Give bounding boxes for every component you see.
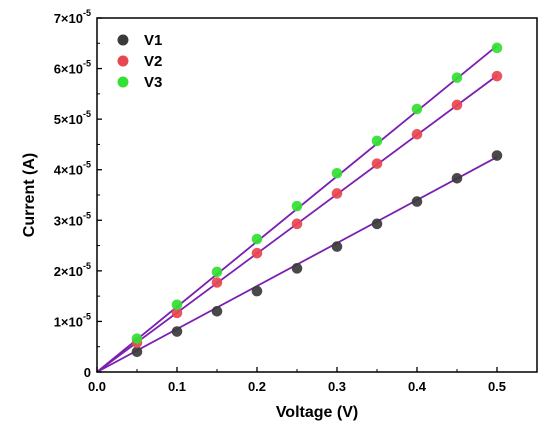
data-point-v2 [291, 218, 303, 230]
x-tick-label: 0.0 [88, 379, 106, 394]
legend-label: V3 [144, 74, 162, 91]
x-tick-label: 0.4 [408, 379, 427, 394]
data-point-v3 [211, 266, 223, 278]
data-point-v1 [131, 346, 143, 358]
y-tick-mantissa: 3×10 [54, 213, 83, 228]
data-point-v2 [451, 99, 463, 111]
data-point-v1 [411, 196, 423, 207]
y-tick-exponent: -5 [83, 210, 91, 220]
data-point-v2 [211, 277, 223, 288]
data-point-v1 [211, 306, 223, 317]
legend-label: V2 [144, 53, 162, 70]
legend-marker [117, 55, 129, 67]
y-tick-mantissa: 6×10 [54, 62, 83, 77]
y-tick-label: 3×10-5 [54, 210, 91, 228]
data-point-v3 [171, 299, 183, 311]
data-point-v2 [251, 247, 263, 259]
y-tick-label: 7×10-5 [54, 8, 91, 26]
data-point-v2 [171, 307, 183, 319]
x-tick-label: 0.2 [248, 379, 266, 394]
y-tick-label: 4×10-5 [54, 160, 91, 178]
data-point-v2 [491, 70, 503, 82]
data-point-v3 [331, 167, 343, 179]
data-point-v3 [371, 135, 383, 147]
data-point-v2 [371, 158, 383, 169]
data-point-v2 [411, 129, 423, 140]
data-point-v2 [331, 188, 343, 199]
data-point-v3 [251, 233, 263, 245]
y-tick-mantissa: 0 [84, 365, 91, 380]
legend-marker [117, 34, 129, 46]
data-point-v1 [331, 241, 343, 252]
y-tick-mantissa: 7×10 [54, 11, 83, 26]
y-tick-exponent: -5 [83, 59, 91, 69]
y-tick-mantissa: 2×10 [54, 264, 83, 279]
legend-label: V1 [144, 32, 162, 49]
y-tick-exponent: -5 [83, 311, 91, 321]
data-point-v1 [171, 326, 183, 337]
x-tick-label: 0.1 [168, 379, 186, 394]
data-points [131, 42, 503, 358]
data-point-v3 [411, 103, 423, 115]
y-tick-mantissa: 5×10 [54, 112, 83, 127]
y-tick-mantissa: 1×10 [54, 314, 83, 329]
legend-item-v2: V2 [117, 53, 162, 70]
data-point-v1 [371, 218, 383, 230]
x-tick-label: 0.5 [488, 379, 506, 394]
x-tick-label: 0.3 [328, 379, 346, 394]
y-tick-exponent: -5 [83, 109, 91, 119]
legend: V1 V2 V3 [117, 32, 162, 91]
y-tick-label: 1×10-5 [54, 311, 91, 329]
x-axis-ticks: 0.0 0.1 0.2 0.3 0.4 0.5 [88, 367, 538, 394]
data-point-v3 [451, 72, 463, 83]
legend-item-v1: V1 [117, 32, 162, 49]
plot-area [96, 42, 503, 373]
y-tick-exponent: -5 [83, 8, 91, 18]
y-tick-exponent: -5 [83, 261, 91, 271]
y-tick-label: 5×10-5 [54, 109, 91, 127]
y-tick-mantissa: 4×10 [54, 163, 83, 178]
y-tick-label: 2×10-5 [54, 261, 91, 279]
y-axis-ticks: 01×10-52×10-53×10-54×10-55×10-56×10-57×1… [54, 8, 102, 380]
y-tick-label: 0 [84, 365, 91, 380]
legend-marker [117, 76, 129, 88]
y-axis-title: Current (A) [21, 153, 38, 237]
x-axis-title: Voltage (V) [276, 404, 358, 421]
data-point-v3 [491, 42, 503, 54]
data-point-v1 [251, 285, 263, 297]
data-point-v3 [291, 200, 303, 212]
data-point-v1 [491, 150, 503, 161]
y-tick-label: 6×10-5 [54, 59, 91, 77]
y-tick-exponent: -5 [83, 160, 91, 170]
data-point-v3 [131, 333, 143, 344]
data-point-v1 [291, 263, 303, 274]
data-point-v1 [451, 173, 463, 184]
legend-item-v3: V3 [117, 74, 162, 91]
